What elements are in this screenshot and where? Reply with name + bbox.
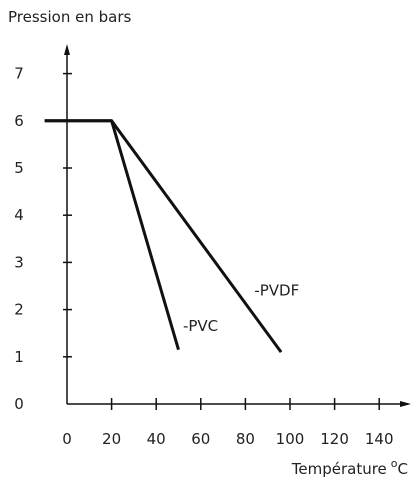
y-tick-label: 0 bbox=[14, 395, 24, 413]
x-tick-label: 120 bbox=[320, 430, 349, 448]
y-tick-label: 2 bbox=[14, 301, 24, 319]
x-tick-label: 140 bbox=[365, 430, 394, 448]
series-line-2 bbox=[44, 119, 180, 351]
x-tick-label: 40 bbox=[147, 430, 166, 448]
y-tick-label: 4 bbox=[14, 206, 24, 224]
x-tick-label: 20 bbox=[102, 430, 121, 448]
y-tick-label: 1 bbox=[14, 348, 24, 366]
y-tick-label: 6 bbox=[14, 112, 24, 130]
x-axis-unit-sup: o bbox=[391, 457, 398, 470]
x-ticks: 0 20 40 60 80 100 120 140 bbox=[62, 398, 394, 448]
x-tick-label: 0 bbox=[62, 430, 72, 448]
series-label-2: -PVC bbox=[183, 317, 218, 335]
x-tick-label: 80 bbox=[236, 430, 255, 448]
x-axis-label-text: Température bbox=[291, 460, 387, 478]
series-labels: -PVDF -PVC bbox=[183, 281, 299, 334]
x-axis-unit: C bbox=[398, 460, 408, 478]
y-axis-arrow bbox=[64, 44, 70, 55]
x-tick-label: 60 bbox=[191, 430, 210, 448]
y-tick-label: 5 bbox=[14, 159, 24, 177]
axes bbox=[64, 44, 411, 407]
x-axis-label: Température oC bbox=[291, 457, 408, 478]
series-line-1 bbox=[44, 119, 283, 353]
x-axis-arrow bbox=[400, 401, 411, 407]
y-axis-label: Pression en bars bbox=[8, 8, 131, 26]
x-tick-label: 100 bbox=[276, 430, 305, 448]
y-ticks: 0 1 2 3 4 5 6 7 bbox=[14, 65, 72, 413]
series-label-1: -PVDF bbox=[254, 281, 299, 299]
y-tick-label: 3 bbox=[14, 253, 24, 271]
y-tick-label: 7 bbox=[14, 65, 24, 83]
series-lines bbox=[44, 119, 283, 353]
